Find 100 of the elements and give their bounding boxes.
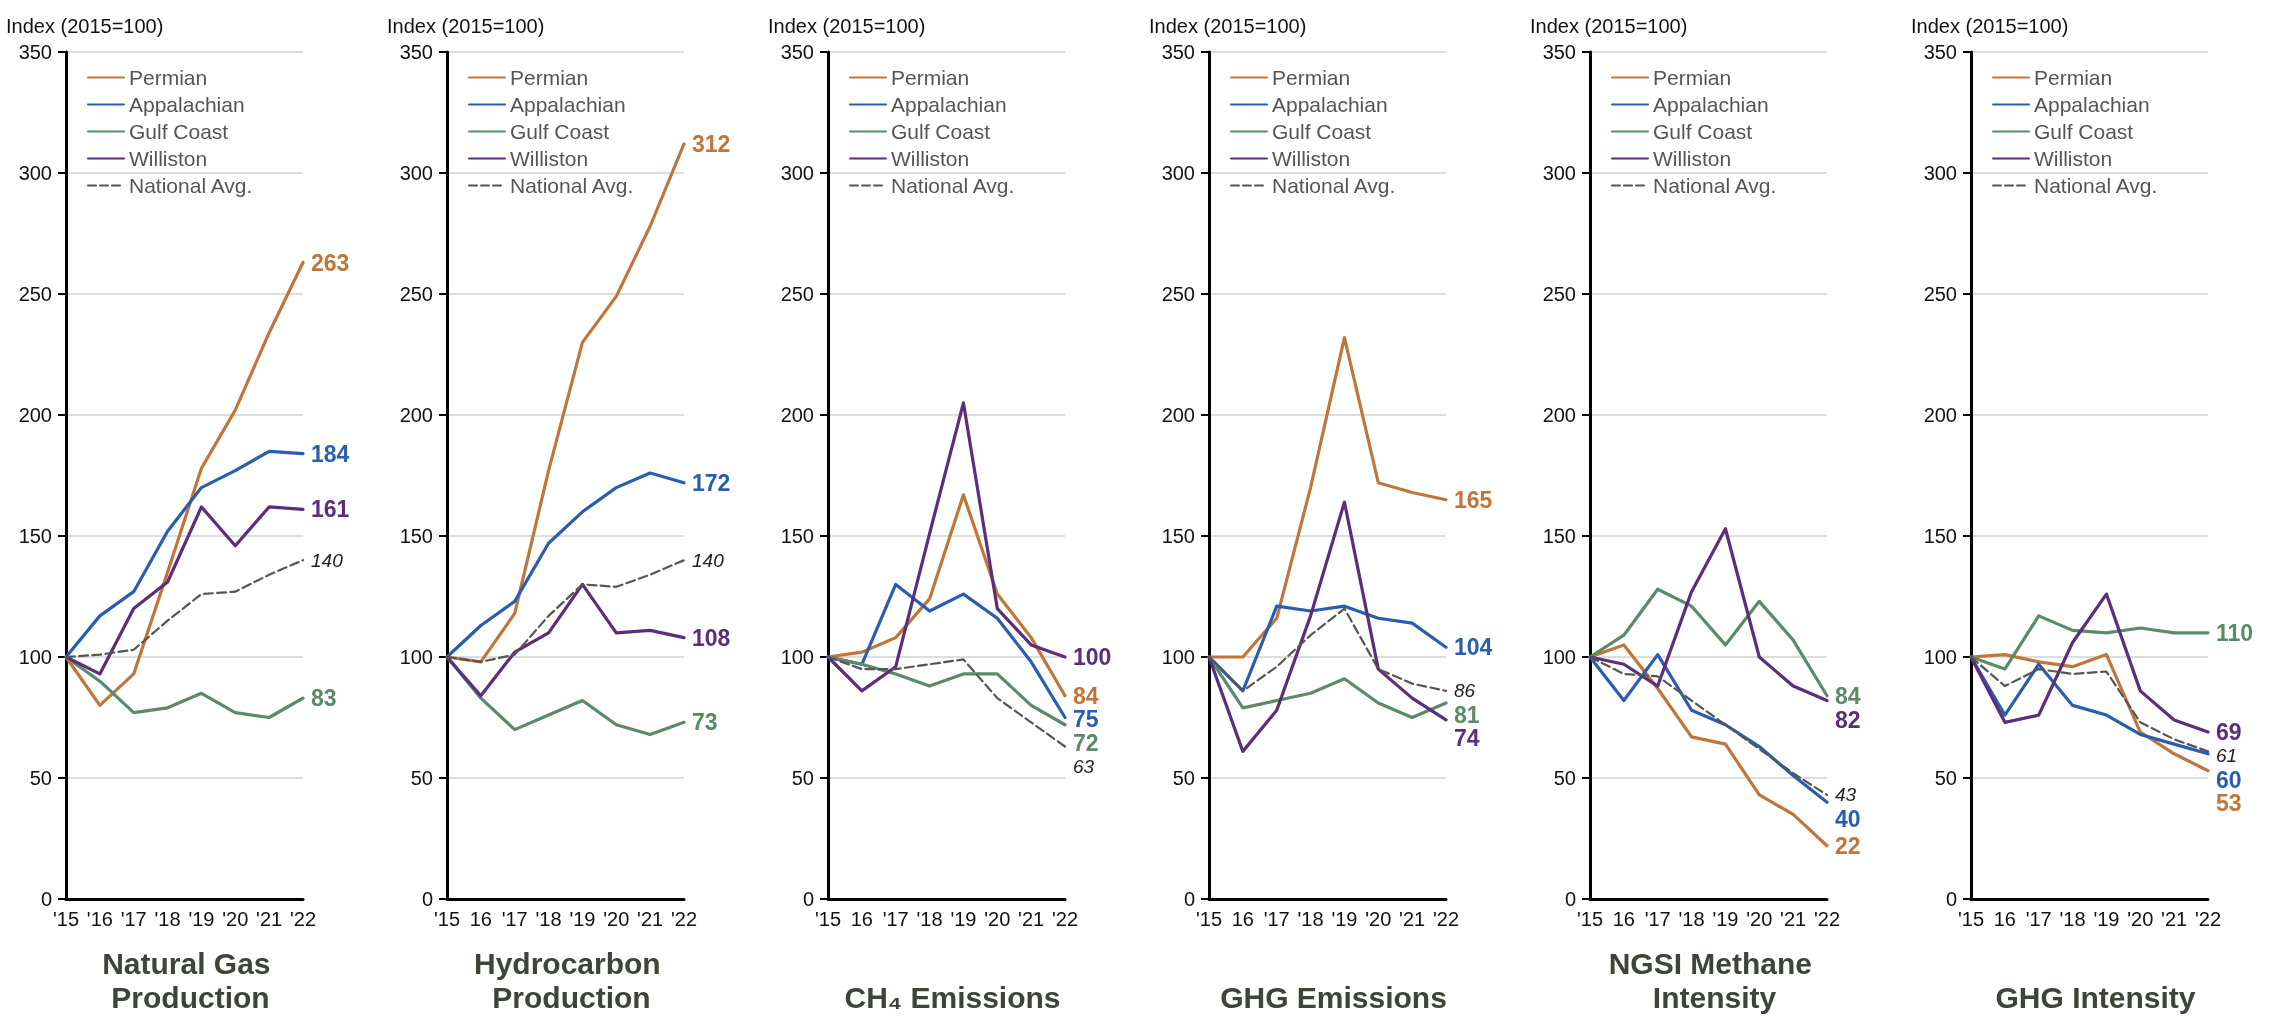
data-label: 83: [311, 685, 337, 712]
x-tick-label: '20: [603, 908, 630, 930]
line-series: [64, 449, 305, 659]
legend-label: National Avg.: [1272, 174, 1396, 197]
legend-label: Gulf Coast: [891, 120, 991, 143]
line-series: [1207, 335, 1448, 659]
y-tick-label: 0: [802, 888, 814, 910]
y-tick-label: 150: [1923, 525, 1957, 547]
x-tick-label: '15: [1195, 908, 1223, 930]
y-tick-label: 100: [1542, 646, 1576, 668]
y-tick-label: 200: [1923, 404, 1957, 426]
data-label: 100: [1073, 644, 1112, 670]
x-tick-label: '21: [637, 908, 664, 930]
x-tick-label: '22: [289, 908, 317, 930]
x-tick-label: '21: [2161, 908, 2188, 930]
data-label: 86: [1454, 680, 1476, 702]
x-tick-label: '15: [433, 908, 461, 930]
data-label: 110: [2216, 619, 2254, 646]
y-tick-label: 250: [1923, 283, 1957, 305]
x-tick-label: '20: [984, 908, 1011, 930]
data-label: 73: [692, 709, 718, 736]
y-tick-label: 250: [780, 283, 814, 305]
legend-label: Gulf Coast: [1653, 120, 1753, 143]
y-tick-label: 50: [1172, 767, 1195, 789]
x-tick-label: '21: [1018, 908, 1045, 930]
line-series: [1969, 652, 2210, 773]
y-axis-title: Index (2015=100): [387, 15, 545, 37]
legend-label: Williston: [1653, 147, 1732, 170]
y-tick-label: 300: [1923, 162, 1957, 184]
y-tick-label: 50: [1934, 767, 1957, 789]
data-label: 82: [1835, 706, 1861, 733]
y-tick-label: 50: [410, 767, 433, 789]
y-tick-label: 100: [1161, 646, 1195, 668]
y-axis-title: Index (2015=100): [1911, 15, 2069, 37]
y-tick-label: 250: [1161, 283, 1195, 305]
data-label: 184: [311, 440, 350, 467]
legend-label: Permian: [2034, 66, 2113, 89]
x-tick-label: '21: [1399, 908, 1426, 930]
x-tick-label: '21: [1780, 908, 1807, 930]
line-series: [1207, 500, 1448, 753]
text: Natural Gas Production: [102, 946, 279, 1014]
legend-label: Permian: [891, 66, 970, 89]
legend-label: Gulf Coast: [510, 120, 610, 143]
legend-label: Williston: [1272, 147, 1351, 170]
x-tick-label: '17: [1644, 908, 1671, 930]
y-tick-label: 250: [1542, 283, 1576, 305]
data-label: 74: [1454, 725, 1480, 752]
line-series: [826, 401, 1067, 693]
y-axis-title: Index (2015=100): [768, 15, 926, 37]
y-tick-label: 250: [18, 283, 52, 305]
data-label: 140: [311, 549, 344, 571]
data-label: 22: [1835, 832, 1861, 859]
x-tick-label: 16: [469, 908, 492, 930]
x-tick-label: '19: [569, 908, 596, 930]
data-label: 161: [311, 496, 350, 523]
x-tick-label: '18: [535, 908, 562, 930]
data-label: 104: [1454, 634, 1493, 661]
y-tick-label: 250: [399, 283, 433, 305]
x-tick-label: '20: [1746, 908, 1773, 930]
x-tick-label: '19: [950, 908, 977, 930]
data-label: 43: [1835, 784, 1857, 806]
y-axis-title: Index (2015=100): [6, 15, 164, 37]
legend-label: Permian: [1272, 66, 1351, 89]
x-tick-label: '15: [814, 908, 842, 930]
line-series: [1588, 527, 1829, 703]
y-tick-label: 50: [29, 767, 52, 789]
y-tick-label: 200: [1542, 404, 1576, 426]
data-label: 63: [1073, 756, 1095, 778]
line-series: [826, 655, 1067, 748]
x-tick-label: '17: [882, 908, 909, 930]
y-tick-label: 200: [18, 404, 52, 426]
y-tick-label: 350: [399, 41, 433, 63]
line-series: [445, 471, 686, 659]
y-tick-label: 50: [1553, 767, 1576, 789]
legend-label: Appalachian: [1653, 93, 1769, 116]
y-tick-label: 200: [1161, 404, 1195, 426]
y-tick-label: 50: [791, 767, 814, 789]
data-label: 108: [692, 624, 731, 651]
data-label: 84: [1073, 682, 1099, 709]
y-tick-label: 350: [1161, 41, 1195, 63]
legend-label: Gulf Coast: [1272, 120, 1372, 143]
legend-label: Williston: [891, 147, 970, 170]
data-label: 140: [692, 549, 725, 571]
data-label: 263: [311, 249, 350, 276]
x-tick-label: 16: [1231, 908, 1254, 930]
x-tick-label: '21: [256, 908, 283, 930]
legend-label: National Avg.: [891, 174, 1015, 197]
line-series: [445, 582, 686, 698]
y-tick-label: 100: [399, 646, 433, 668]
x-tick-label: '22: [2194, 908, 2222, 930]
legend-label: Permian: [129, 66, 208, 89]
x-tick-label: '22: [1051, 908, 1079, 930]
y-tick-label: 100: [1923, 646, 1957, 668]
y-axis-title: Index (2015=100): [1149, 15, 1307, 37]
legend-label: Gulf Coast: [129, 120, 229, 143]
y-tick-label: 300: [780, 162, 814, 184]
line-series: [64, 260, 305, 707]
x-tick-label: '15: [1957, 908, 1985, 930]
data-label: 81: [1454, 701, 1480, 728]
x-tick-label: '17: [120, 908, 147, 930]
